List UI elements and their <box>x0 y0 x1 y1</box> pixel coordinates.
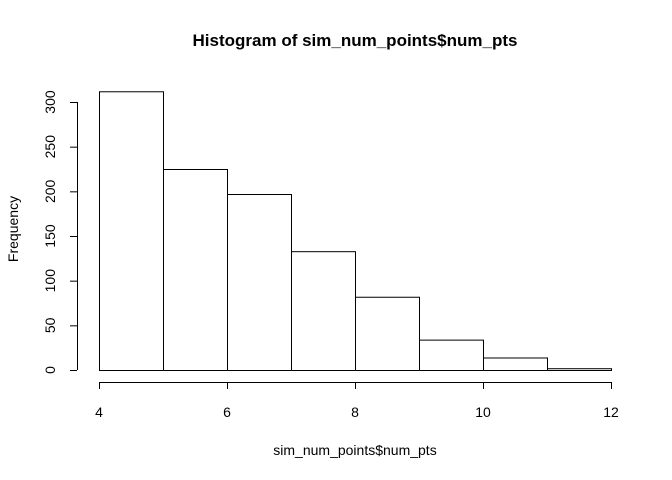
histogram-bar-0 <box>99 91 164 371</box>
histogram-bar-4 <box>355 296 420 372</box>
y-tick-label-2: 100 <box>42 269 58 293</box>
x-tick-label-1: 6 <box>223 404 231 420</box>
y-tick-label-1: 50 <box>42 317 58 333</box>
chart-title: Histogram of sim_num_points$num_pts <box>193 31 518 50</box>
y-tick-label-5: 250 <box>42 135 58 159</box>
histogram-bar-2 <box>227 194 292 371</box>
x-tick-label-4: 12 <box>603 404 619 420</box>
histogram-bar-3 <box>291 251 356 371</box>
histogram-bar-1 <box>163 169 228 371</box>
histogram-bar-6 <box>483 357 548 372</box>
x-axis-label: sim_num_points$num_pts <box>273 442 436 458</box>
y-tick-label-0: 0 <box>42 366 58 374</box>
histogram-bar-7 <box>547 368 612 372</box>
y-axis-label: Frequency <box>5 196 21 262</box>
y-tick-label-4: 200 <box>42 179 58 203</box>
x-axis: 4 6 8 10 12 <box>95 382 619 420</box>
y-tick-label-3: 150 <box>42 224 58 248</box>
x-tick-label-2: 8 <box>351 404 359 420</box>
y-axis: 0 50 100 150 200 250 300 <box>42 90 78 374</box>
histogram-bar-5 <box>419 339 484 372</box>
y-tick-label-6: 300 <box>42 90 58 114</box>
bars-group <box>99 91 612 372</box>
x-tick-label-0: 4 <box>95 404 103 420</box>
x-tick-label-3: 10 <box>475 404 491 420</box>
